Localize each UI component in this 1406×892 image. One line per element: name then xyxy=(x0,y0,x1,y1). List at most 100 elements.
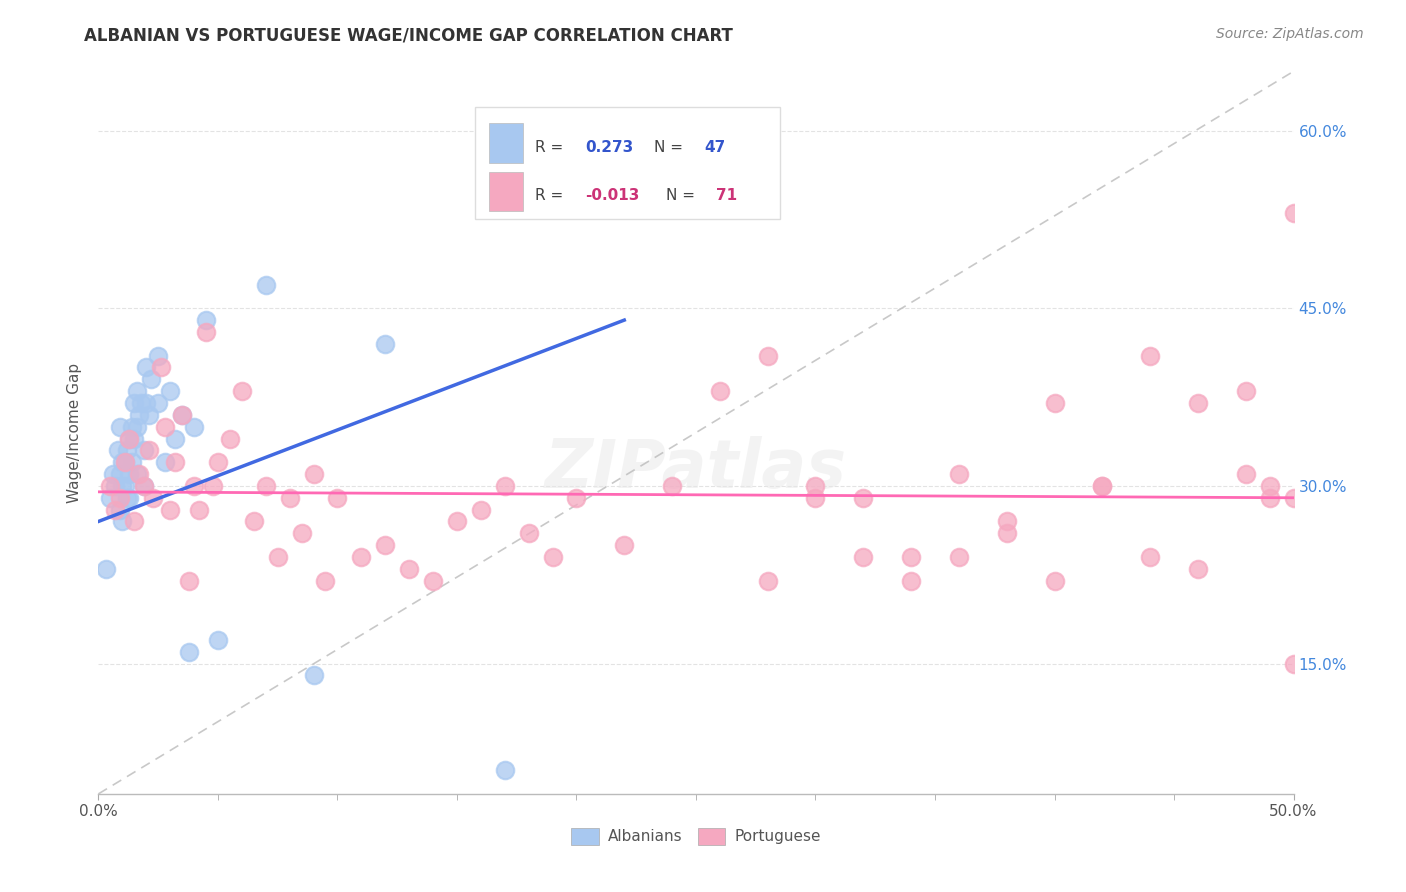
Text: -0.013: -0.013 xyxy=(585,188,640,203)
Point xyxy=(661,479,683,493)
Point xyxy=(115,491,138,505)
Point xyxy=(155,455,177,469)
Point xyxy=(118,491,141,505)
Point xyxy=(148,396,170,410)
Point xyxy=(1139,349,1161,363)
Text: 0.273: 0.273 xyxy=(585,140,633,155)
Point xyxy=(613,538,636,552)
Point xyxy=(104,502,127,516)
Point xyxy=(195,313,218,327)
Point xyxy=(291,526,314,541)
Point xyxy=(1282,491,1305,505)
Point xyxy=(948,549,970,564)
Point xyxy=(446,515,468,529)
Text: Source: ZipAtlas.com: Source: ZipAtlas.com xyxy=(1216,27,1364,41)
Point xyxy=(231,384,253,399)
Point xyxy=(108,467,131,481)
Point xyxy=(1282,206,1305,220)
Point xyxy=(1258,491,1281,505)
Point xyxy=(172,408,194,422)
Point xyxy=(163,432,186,446)
Point xyxy=(125,384,148,399)
FancyBboxPatch shape xyxy=(489,123,523,163)
Point xyxy=(243,515,266,529)
Point xyxy=(207,632,229,647)
Point xyxy=(804,491,827,505)
Point xyxy=(852,491,875,505)
Point xyxy=(98,491,122,505)
Point xyxy=(254,277,277,292)
Point xyxy=(125,467,148,481)
Point xyxy=(219,432,242,446)
Point xyxy=(94,562,117,576)
Point xyxy=(124,396,146,410)
Point xyxy=(267,549,290,564)
Point xyxy=(163,455,186,469)
Point xyxy=(172,408,194,422)
Point xyxy=(852,549,875,564)
Point xyxy=(1234,384,1257,399)
Text: ZIPatlas: ZIPatlas xyxy=(546,436,846,501)
Point xyxy=(1043,396,1066,410)
Text: N =: N = xyxy=(666,188,700,203)
Point xyxy=(111,515,134,529)
Point xyxy=(207,455,229,469)
Text: ALBANIAN VS PORTUGUESE WAGE/INCOME GAP CORRELATION CHART: ALBANIAN VS PORTUGUESE WAGE/INCOME GAP C… xyxy=(84,27,734,45)
FancyBboxPatch shape xyxy=(475,108,780,219)
Point xyxy=(107,443,129,458)
Point xyxy=(756,574,779,588)
Point xyxy=(128,467,150,481)
Point xyxy=(142,491,165,505)
Point xyxy=(1187,396,1209,410)
Point xyxy=(124,432,146,446)
Point xyxy=(138,408,160,422)
Point xyxy=(187,502,209,516)
Point xyxy=(202,479,225,493)
Point xyxy=(118,467,141,481)
Point xyxy=(159,384,181,399)
Point xyxy=(114,455,136,469)
Point xyxy=(108,502,131,516)
Text: R =: R = xyxy=(534,188,568,203)
Point xyxy=(302,467,325,481)
Point xyxy=(900,549,922,564)
Point xyxy=(541,549,564,564)
Text: N =: N = xyxy=(654,140,688,155)
Point xyxy=(1234,467,1257,481)
Point xyxy=(148,349,170,363)
Point xyxy=(1091,479,1114,493)
Point xyxy=(350,549,373,564)
Point xyxy=(98,479,122,493)
Point xyxy=(132,479,155,493)
Point xyxy=(114,479,136,493)
Point xyxy=(135,360,157,375)
Point xyxy=(517,526,540,541)
Point xyxy=(108,491,131,505)
Point xyxy=(326,491,349,505)
Point xyxy=(101,467,124,481)
Point xyxy=(1258,479,1281,493)
Point xyxy=(108,419,131,434)
Text: 47: 47 xyxy=(704,140,725,155)
Point xyxy=(1091,479,1114,493)
Point xyxy=(422,574,444,588)
Point xyxy=(124,515,146,529)
Text: R =: R = xyxy=(534,140,568,155)
Point xyxy=(114,455,136,469)
FancyBboxPatch shape xyxy=(489,171,523,211)
Point xyxy=(121,419,143,434)
Point xyxy=(179,645,201,659)
Point xyxy=(302,668,325,682)
Point xyxy=(115,443,138,458)
Point xyxy=(374,336,396,351)
Point xyxy=(128,408,150,422)
Point xyxy=(111,479,134,493)
Point xyxy=(183,419,205,434)
Point xyxy=(138,443,160,458)
Point xyxy=(709,384,731,399)
Point xyxy=(179,574,201,588)
Point xyxy=(132,479,155,493)
Point xyxy=(131,396,153,410)
Point xyxy=(159,502,181,516)
Point xyxy=(118,432,141,446)
